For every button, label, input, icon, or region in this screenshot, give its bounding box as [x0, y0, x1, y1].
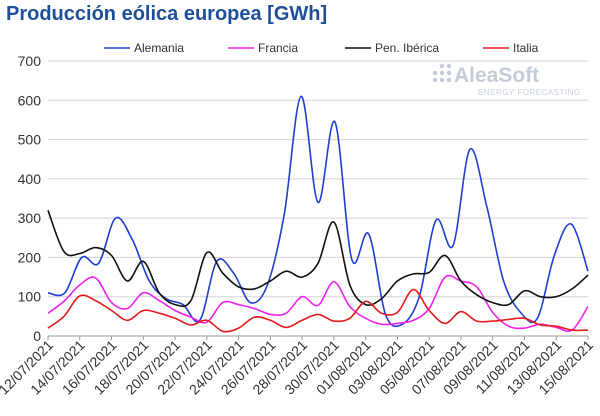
- watermark-tagline: ENERGY FORECASTING: [478, 88, 581, 97]
- legend-label-alemania: Alemania: [134, 41, 184, 55]
- legend: Alemania Francia Pen. Ibérica Italia: [104, 41, 539, 55]
- y-tick-label: 600: [18, 92, 42, 108]
- watermark-brand: AleaSoft: [454, 64, 539, 87]
- y-tick-label: 300: [18, 210, 42, 226]
- series-lines: [47, 95, 589, 333]
- x-axis-ticks: 12/07/202114/07/202116/07/202118/07/2021…: [0, 337, 596, 398]
- aleasoft-watermark: AleaSoft ENERGY FORECASTING: [432, 63, 581, 97]
- series-line-alemania: [47, 95, 589, 328]
- series-line-pen-iberica: [47, 210, 589, 308]
- y-axis-ticks: 0 100 200 300 400 500 600 700: [18, 53, 42, 344]
- y-tick-label: 0: [33, 328, 41, 344]
- legend-label-pen-iberica: Pen. Ibérica: [375, 41, 439, 55]
- y-tick-label: 400: [18, 171, 42, 187]
- series-line-francia: [47, 274, 589, 333]
- y-tick-label: 100: [18, 289, 42, 305]
- legend-label-italia: Italia: [513, 41, 539, 55]
- chart-title: Producción eólica europea [GWh]: [6, 3, 328, 25]
- y-tick-label: 200: [18, 249, 42, 265]
- y-tick-label: 700: [18, 53, 42, 69]
- series-line-italia: [47, 288, 589, 333]
- aleasoft-logo-icon: [432, 63, 452, 83]
- legend-label-francia: Francia: [258, 41, 298, 55]
- y-tick-label: 500: [18, 132, 42, 148]
- grid-lines: [47, 60, 589, 340]
